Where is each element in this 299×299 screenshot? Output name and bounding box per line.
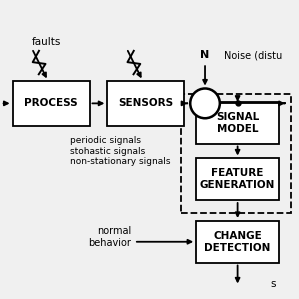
- Text: s: s: [270, 279, 276, 289]
- Text: N: N: [200, 50, 210, 60]
- Text: SIGNAL
MODEL: SIGNAL MODEL: [216, 112, 259, 134]
- Bar: [181, 94, 291, 213]
- Text: SENSORS: SENSORS: [118, 98, 173, 108]
- Bar: [13, 81, 89, 126]
- Bar: [196, 221, 279, 263]
- Bar: [196, 102, 279, 144]
- Text: faults: faults: [32, 37, 61, 47]
- Bar: [107, 81, 184, 126]
- Circle shape: [190, 89, 220, 118]
- Text: Noise (distu: Noise (distu: [224, 50, 283, 60]
- Bar: [196, 158, 279, 200]
- Text: normal
behavior: normal behavior: [88, 227, 131, 248]
- Text: CHANGE
DETECTION: CHANGE DETECTION: [205, 231, 271, 253]
- Text: FEATURE
GENERATION: FEATURE GENERATION: [200, 168, 275, 190]
- Text: periodic signals
stohastic signals
non-stationary signals: periodic signals stohastic signals non-s…: [70, 136, 171, 166]
- Text: PROCESS: PROCESS: [24, 98, 78, 108]
